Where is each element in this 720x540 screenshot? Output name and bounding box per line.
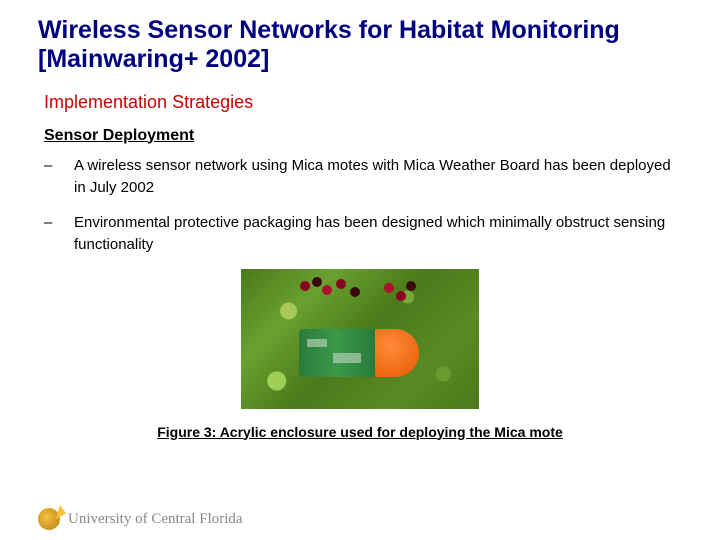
slide-title: Wireless Sensor Networks for Habitat Mon… [38,16,682,74]
bullet-list: – A wireless sensor network using Mica m… [38,155,682,257]
berry-icon [406,281,416,291]
berry-icon [336,279,346,289]
bullet-dash-icon: – [44,155,74,200]
ucf-logo-icon [38,508,60,530]
bullet-text: A wireless sensor network using Mica mot… [74,155,682,200]
figure: Figure 3: Acrylic enclosure used for dep… [38,269,682,440]
footer: University of Central Florida [38,508,243,530]
berry-icon [322,285,332,295]
list-item: – Environmental protective packaging has… [44,212,682,257]
figure-caption: Figure 3: Acrylic enclosure used for dep… [38,424,682,440]
subsection-heading: Sensor Deployment [38,127,682,145]
berries-cluster [296,275,416,325]
berry-icon [300,281,310,291]
bullet-text: Environmental protective packaging has b… [74,212,682,257]
bullet-dash-icon: – [44,212,74,257]
berry-icon [396,291,406,301]
figure-image [241,269,479,409]
mica-mote-device [299,329,419,377]
list-item: – A wireless sensor network using Mica m… [44,155,682,200]
orange-cap [375,329,419,377]
berry-icon [384,283,394,293]
berry-icon [312,277,322,287]
slide-body: Wireless Sensor Networks for Habitat Mon… [0,0,720,440]
section-heading: Implementation Strategies [38,92,682,113]
university-name: University of Central Florida [68,511,243,528]
berry-icon [350,287,360,297]
pcb-board [299,329,375,377]
